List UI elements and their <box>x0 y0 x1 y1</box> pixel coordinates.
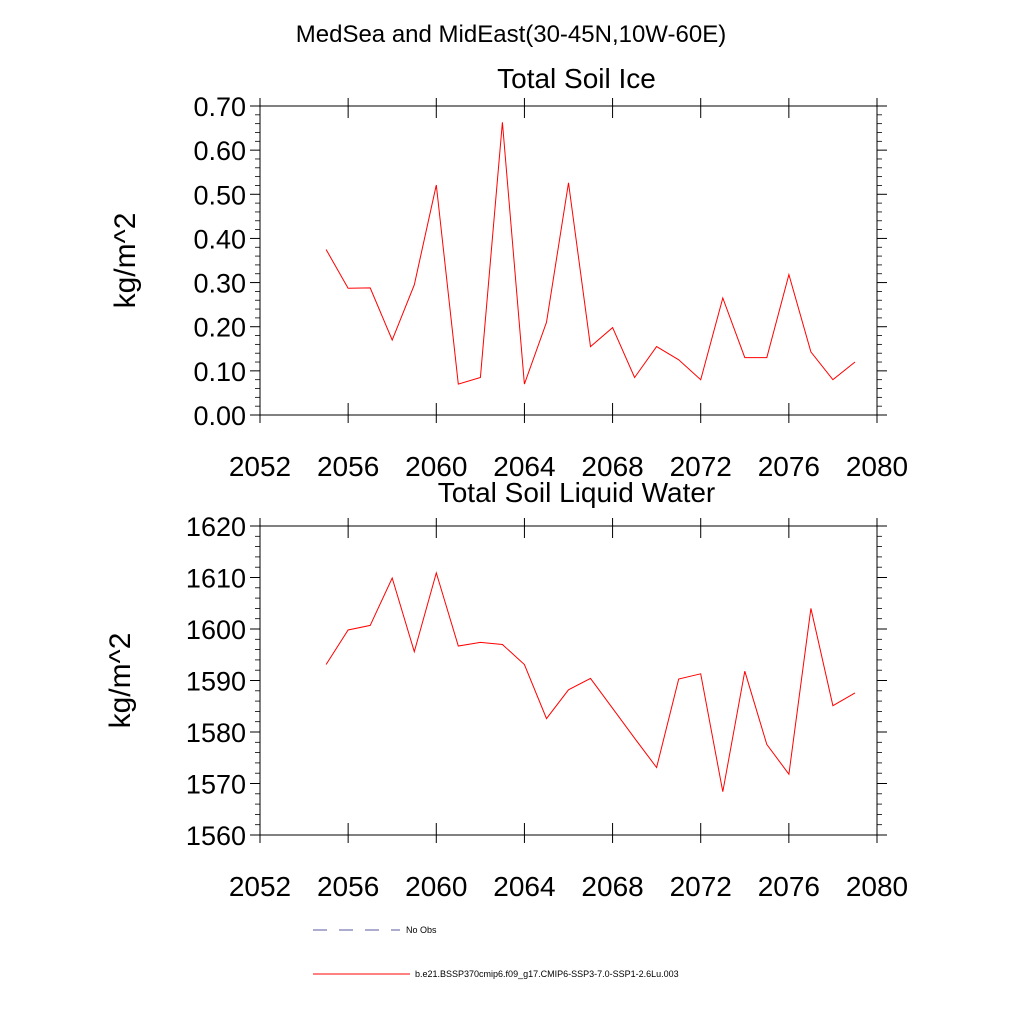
chart-panel-2: Total Soil Liquid Water kg/m^2 1560 1570 158… <box>104 477 908 902</box>
series-line <box>325 571 856 792</box>
legend: No Obs b.e21.BSSP370cmip6.f09_g17.CMIP6-… <box>313 925 679 979</box>
x-tick-label: 2076 <box>758 871 820 902</box>
y-tick-label: 1590 <box>186 667 246 697</box>
y-tick-label: 0.30 <box>193 269 246 299</box>
y-tick-label: 0.60 <box>193 136 246 166</box>
y-tick-label: 0.40 <box>193 224 246 254</box>
y-tick-label: 1570 <box>186 770 246 800</box>
x-tick-label: 2076 <box>758 451 820 482</box>
y-tick-label: 1600 <box>186 615 246 645</box>
x-tick-label: 2056 <box>317 451 379 482</box>
y-tick-label: 0.50 <box>193 180 246 210</box>
chart-panels: Total Soil Ice kg/m^2 0.00 0.10 0.20 0.30 0.40… <box>104 63 908 902</box>
x-tick-label: 2052 <box>229 451 291 482</box>
y-tick-label: 1610 <box>186 564 246 594</box>
legend-label-no-obs: No Obs <box>406 925 437 935</box>
plot-frame <box>259 525 878 836</box>
chart-title: Total Soil Liquid Water <box>438 477 716 508</box>
legend-label-model-run: b.e21.BSSP370cmip6.f09_g17.CMIP6-SSP3-7.… <box>415 969 679 979</box>
y-tick-label: 0.00 <box>193 401 246 431</box>
y-tick-label: 0.10 <box>193 357 246 387</box>
x-tick-label: 2072 <box>670 871 732 902</box>
legend-entry-model-run: b.e21.BSSP370cmip6.f09_g17.CMIP6-SSP3-7.… <box>313 969 679 979</box>
plot-frame <box>259 105 878 416</box>
x-tick-label: 2060 <box>405 871 467 902</box>
chart-title: Total Soil Ice <box>497 63 656 94</box>
x-tick-label: 2064 <box>493 871 555 902</box>
x-tick-label: 2052 <box>229 871 291 902</box>
y-axis-label: kg/m^2 <box>109 213 142 309</box>
series-line <box>325 122 856 385</box>
x-tick-label: 2080 <box>846 871 908 902</box>
x-tick-label: 2068 <box>581 871 643 902</box>
y-tick-label: 1560 <box>186 821 246 851</box>
figure-title: MedSea and MidEast(30-45N,10W-60E) <box>296 21 726 48</box>
legend-entry-no-obs: No Obs <box>313 925 437 935</box>
chart-panel-1: Total Soil Ice kg/m^2 0.00 0.10 0.20 0.30 0.40… <box>109 63 908 482</box>
x-tick-label: 2068 <box>581 451 643 482</box>
x-tick-label: 2060 <box>405 451 467 482</box>
x-tick-label: 2072 <box>670 451 732 482</box>
x-tick-label: 2064 <box>493 451 555 482</box>
y-tick-label: 1580 <box>186 718 246 748</box>
y-tick-label: 0.70 <box>193 92 246 122</box>
y-axis-label: kg/m^2 <box>104 633 137 729</box>
y-tick-label: 0.20 <box>193 313 246 343</box>
y-tick-label: 1620 <box>186 512 246 542</box>
x-tick-label: 2056 <box>317 871 379 902</box>
x-tick-label: 2080 <box>846 451 908 482</box>
